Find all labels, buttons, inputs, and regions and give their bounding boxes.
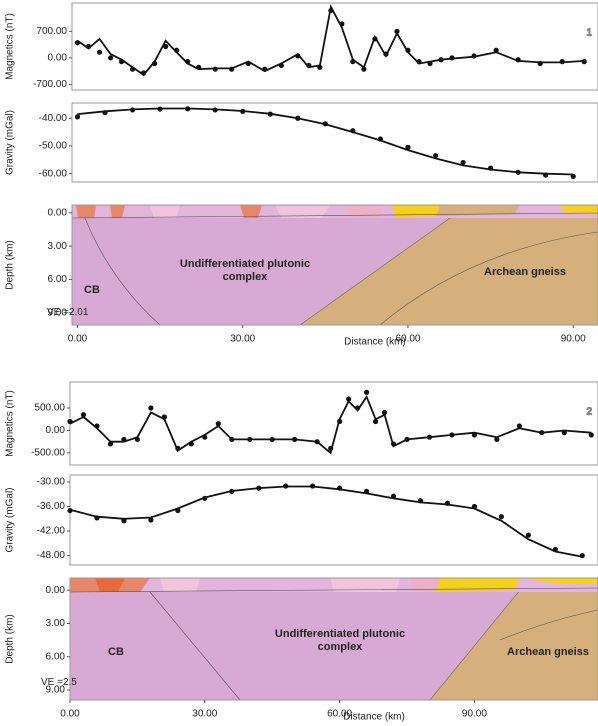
y-tick-label: 0.00 [46,585,66,596]
y-tick-label: 500.00 [34,403,65,414]
unit-label-text: VE =2.5 [41,676,111,689]
observed-point [499,514,504,519]
x-tick-label: 90.00 [462,709,487,720]
calculated-line [70,487,582,557]
panel: Gravity (mGal) -40.00 -50.00 -60.00 [5,103,598,182]
y-tick-label: -30.00 [37,477,66,488]
panel: Magnetics (nT) 700.00 0.00 -700.00 1 [5,3,598,90]
y-tick-label: -700.00 [33,79,67,90]
geology-section-1 [72,205,598,325]
unit-label: Undifferentiated plutonic complex [270,628,410,658]
y-axis-label: Magnetics (nT) [5,13,16,80]
unit-label-text: Archean gneiss [493,646,598,659]
unit-label-text: Undifferentiated plutonic complex [175,258,315,284]
profile-number: 1 [586,28,592,39]
y-axis-label: Gravity (mGal) [5,110,16,175]
observed-point [75,114,80,119]
unit-label-text: Undifferentiated plutonic complex [270,628,410,654]
y-tick-label: -500.00 [31,448,65,459]
y-axis-label: Magnetics (nT) [5,390,16,457]
unit-label: VE =2.01 [47,306,117,336]
y-tick-label: 700.00 [36,26,67,37]
observed-point [148,405,153,410]
unit-label-text: VE =2.01 [47,306,117,319]
y-tick-label: -50.00 [39,141,68,152]
unit-label: Archean gneiss [470,266,580,296]
y-axis-label: Gravity (mGal) [5,488,16,553]
y-tick-label: -42.00 [37,526,66,537]
observed-point [97,50,102,55]
calculated-line [78,109,574,175]
unit-label: Undifferentiated plutonic complex [175,258,315,288]
unit-label-text: CB [101,646,131,659]
panel: Magnetics (nT) 500.00 0.00 -500.00 2 [5,382,598,465]
y-tick-label: 6.00 [46,651,66,662]
unit-label: Archean gneiss [493,646,598,676]
unit-label-text: CB [77,284,107,297]
x-tick-label: 30.00 [230,334,255,345]
y-axis-label: Depth (km) [5,614,16,663]
unit-label: CB [101,646,131,676]
x-axis-label: Distance (km) [343,712,405,723]
observed-point [108,55,113,60]
observed-point [364,390,369,395]
profile-number: 2 [586,407,592,418]
y-tick-label: 3.00 [46,618,66,629]
y-tick-label: 6.00 [48,274,68,285]
y-tick-label: 0.00 [48,207,68,218]
panel: Gravity (mGal) -30.00 -36.00 -42.00 -48.00 [5,475,598,565]
unit-label-text: Archean gneiss [470,266,580,279]
x-tick-label: 90.00 [561,334,586,345]
x-tick-label: 30.00 [192,709,217,720]
figure: Magnetics (nT) 700.00 0.00 -700.00 1 Gravity … [0,0,598,726]
x-axis-label: Distance (km) [344,337,406,348]
y-tick-label: -60.00 [39,168,68,179]
calculated-line [70,397,591,453]
y-tick-label: -40.00 [39,113,68,124]
y-tick-label: 0.00 [48,52,68,63]
x-tick-label: 0.00 [60,709,80,720]
y-tick-label: 0.00 [46,425,66,436]
y-axis-label: Depth (km) [5,240,16,289]
y-tick-label: -48.00 [37,550,66,561]
y-tick-label: -36.00 [37,501,66,512]
unit-label: VE =2.5 [41,676,111,706]
y-tick-label: 3.00 [48,241,68,252]
